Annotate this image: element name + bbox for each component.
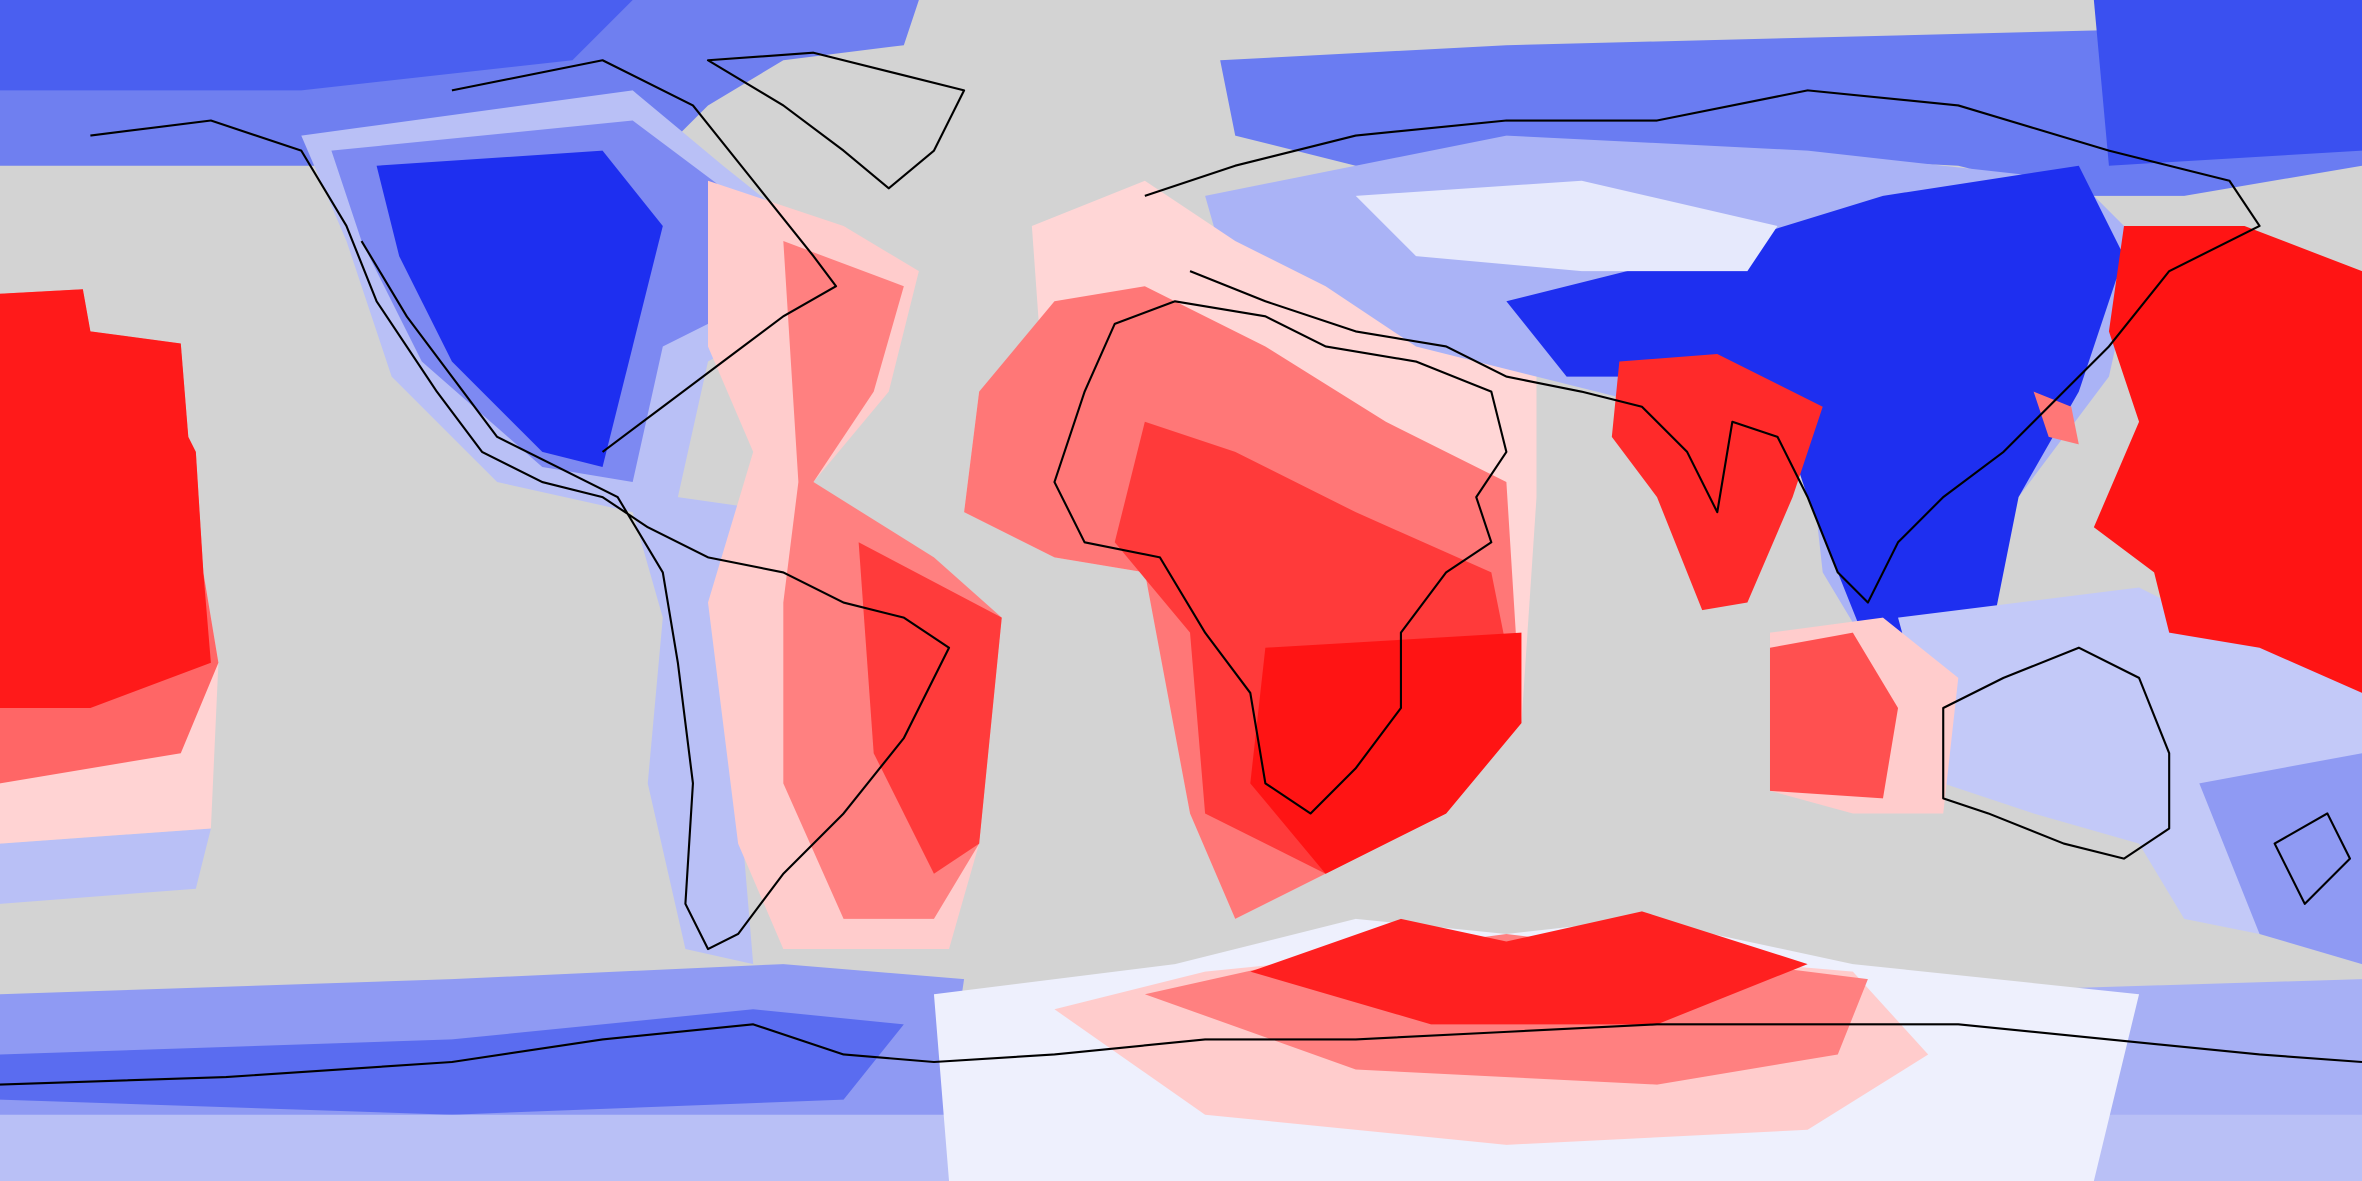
arctic-east-deep bbox=[2093, 0, 2362, 166]
greenland-coast bbox=[706, 51, 966, 190]
australia-coast bbox=[1942, 646, 2171, 860]
north-america-east-coast bbox=[451, 59, 838, 453]
new-zealand-coast bbox=[2273, 812, 2352, 905]
new-zealand-region bbox=[2199, 753, 2362, 965]
antarctic-core bbox=[1250, 911, 1808, 1025]
pacific-south-blue bbox=[0, 828, 211, 904]
eurasia-coast bbox=[1144, 89, 2261, 604]
africa-coast bbox=[1053, 300, 1508, 815]
north-america-core bbox=[376, 150, 663, 467]
arctic-west-deep bbox=[0, 0, 633, 91]
brazil-core bbox=[858, 542, 1002, 874]
india-core bbox=[1611, 353, 1823, 611]
antarctica-coast bbox=[0, 1023, 2362, 1086]
coastlines bbox=[0, 51, 2362, 1086]
indian-ocean-core bbox=[1769, 632, 1899, 799]
japan-spot bbox=[2033, 391, 2079, 445]
red-regions bbox=[0, 180, 2362, 1181]
siberia-light bbox=[1355, 180, 1778, 272]
pacific-west-core bbox=[0, 289, 211, 708]
africa-core bbox=[1250, 632, 1522, 874]
pacific-east-core bbox=[2093, 225, 2362, 693]
americas-coast bbox=[90, 119, 951, 951]
